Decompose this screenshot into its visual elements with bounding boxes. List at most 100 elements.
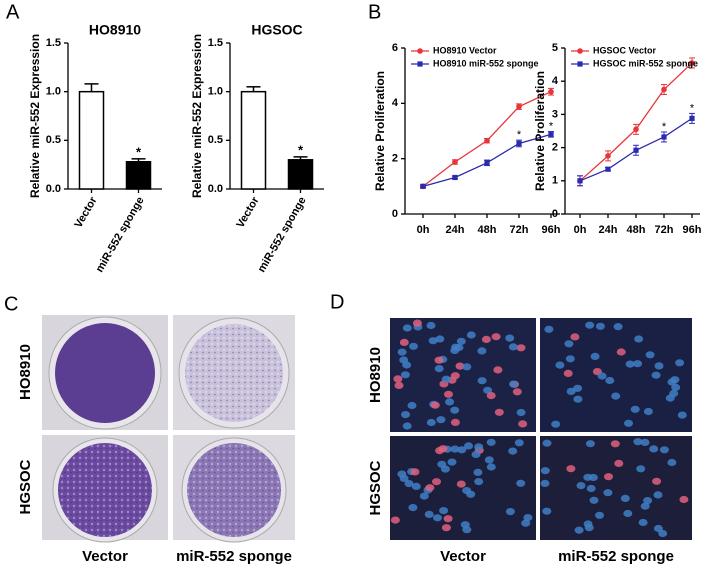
- nucleus: [444, 390, 453, 398]
- nucleus: [653, 491, 663, 499]
- panel-label: B: [368, 1, 381, 23]
- nucleus: [604, 473, 613, 481]
- nucleus: [433, 514, 442, 522]
- point: [484, 160, 490, 166]
- nucleus: [555, 361, 565, 369]
- nucleus: [605, 376, 615, 385]
- column-label: miR-552 sponge: [558, 548, 674, 565]
- nucleus: [589, 496, 599, 504]
- photo: [540, 318, 692, 432]
- nucleus: [450, 445, 460, 453]
- y-axis-label: Relative miR-552 Expression: [28, 34, 42, 198]
- nucleus: [447, 458, 457, 466]
- significance-mark: *: [298, 142, 304, 157]
- nucleus: [445, 398, 455, 406]
- nucleus: [443, 515, 453, 523]
- significance-mark: *: [690, 102, 695, 114]
- x-tick-label: 48h: [478, 224, 497, 236]
- y-tick-label: 4: [552, 75, 559, 87]
- bar: [78, 90, 105, 190]
- nucleus: [435, 447, 445, 455]
- bar: [287, 159, 314, 190]
- nucleus: [508, 343, 518, 351]
- panel-label: A: [6, 1, 20, 23]
- point: [633, 126, 639, 133]
- point: [661, 86, 667, 93]
- row-label: HO8910: [17, 344, 34, 400]
- nucleus: [430, 401, 440, 409]
- nucleus: [677, 411, 687, 419]
- nucleus: [450, 418, 460, 426]
- y-tick-label: 1: [552, 175, 558, 187]
- nucleus: [590, 352, 600, 360]
- nucleus: [649, 445, 659, 453]
- point: [689, 115, 695, 121]
- point: [605, 166, 611, 172]
- point: [420, 183, 426, 189]
- nucleus: [516, 479, 526, 487]
- nucleus: [630, 405, 640, 413]
- nucleus: [462, 487, 472, 495]
- dish-texture: [187, 443, 281, 537]
- nucleus: [638, 518, 648, 527]
- nucleus: [455, 362, 465, 370]
- nucleus: [441, 375, 451, 383]
- x-tick-label: miR-552 sponge: [94, 195, 147, 275]
- nucleus: [408, 504, 418, 512]
- nucleus: [484, 456, 494, 464]
- nucleus: [432, 478, 441, 486]
- nucleus: [516, 408, 526, 417]
- nucleus: [610, 440, 620, 448]
- nucleus: [466, 331, 476, 339]
- nucleus: [573, 395, 583, 403]
- nucleus: [509, 380, 519, 388]
- x-tick-label: 24h: [446, 224, 465, 236]
- nucleus: [643, 497, 653, 505]
- nucleus: [634, 335, 644, 343]
- nucleus: [402, 422, 412, 430]
- column-label: Vector: [440, 548, 486, 565]
- nucleus: [654, 362, 664, 370]
- nucleus: [585, 321, 595, 329]
- nucleus: [464, 442, 473, 450]
- nucleus: [613, 323, 623, 331]
- x-tick-label: 72h: [510, 224, 529, 236]
- nucleus: [424, 510, 434, 518]
- point: [548, 88, 554, 95]
- nucleus: [471, 450, 481, 459]
- y-tick-label: 0.5: [46, 134, 61, 146]
- legend-marker: [417, 48, 423, 54]
- chart-title: HO8910: [89, 22, 141, 38]
- nucleus: [402, 361, 412, 369]
- panel-label: D: [330, 291, 344, 313]
- y-tick-label: 1.0: [46, 86, 61, 98]
- y-tick-label: 4: [392, 97, 399, 109]
- nucleus: [460, 521, 470, 529]
- legend-label: HGSOC Vector: [593, 45, 657, 55]
- nucleus: [441, 524, 451, 532]
- point: [516, 103, 522, 110]
- panel-label: C: [4, 293, 18, 315]
- row-label: HGSOC: [17, 459, 34, 514]
- nucleus: [514, 439, 524, 447]
- nucleus: [544, 325, 554, 333]
- nucleus: [457, 446, 467, 454]
- nucleus: [679, 495, 689, 504]
- nucleus: [523, 514, 533, 522]
- nucleus: [636, 465, 646, 473]
- nucleus: [474, 478, 484, 486]
- nucleus: [665, 394, 675, 402]
- chart-title: HGSOC: [251, 22, 302, 38]
- nucleus: [633, 360, 643, 368]
- nucleus: [540, 467, 550, 475]
- nucleus: [651, 371, 661, 379]
- nucleus: [401, 411, 410, 419]
- nucleus: [667, 458, 677, 467]
- nucleus: [614, 459, 624, 467]
- nucleus: [645, 351, 655, 359]
- nucleus: [675, 359, 685, 367]
- nucleus: [623, 509, 633, 518]
- staining-images: [390, 318, 692, 540]
- x-tick-label: 72h: [655, 224, 674, 236]
- nucleus: [412, 319, 422, 327]
